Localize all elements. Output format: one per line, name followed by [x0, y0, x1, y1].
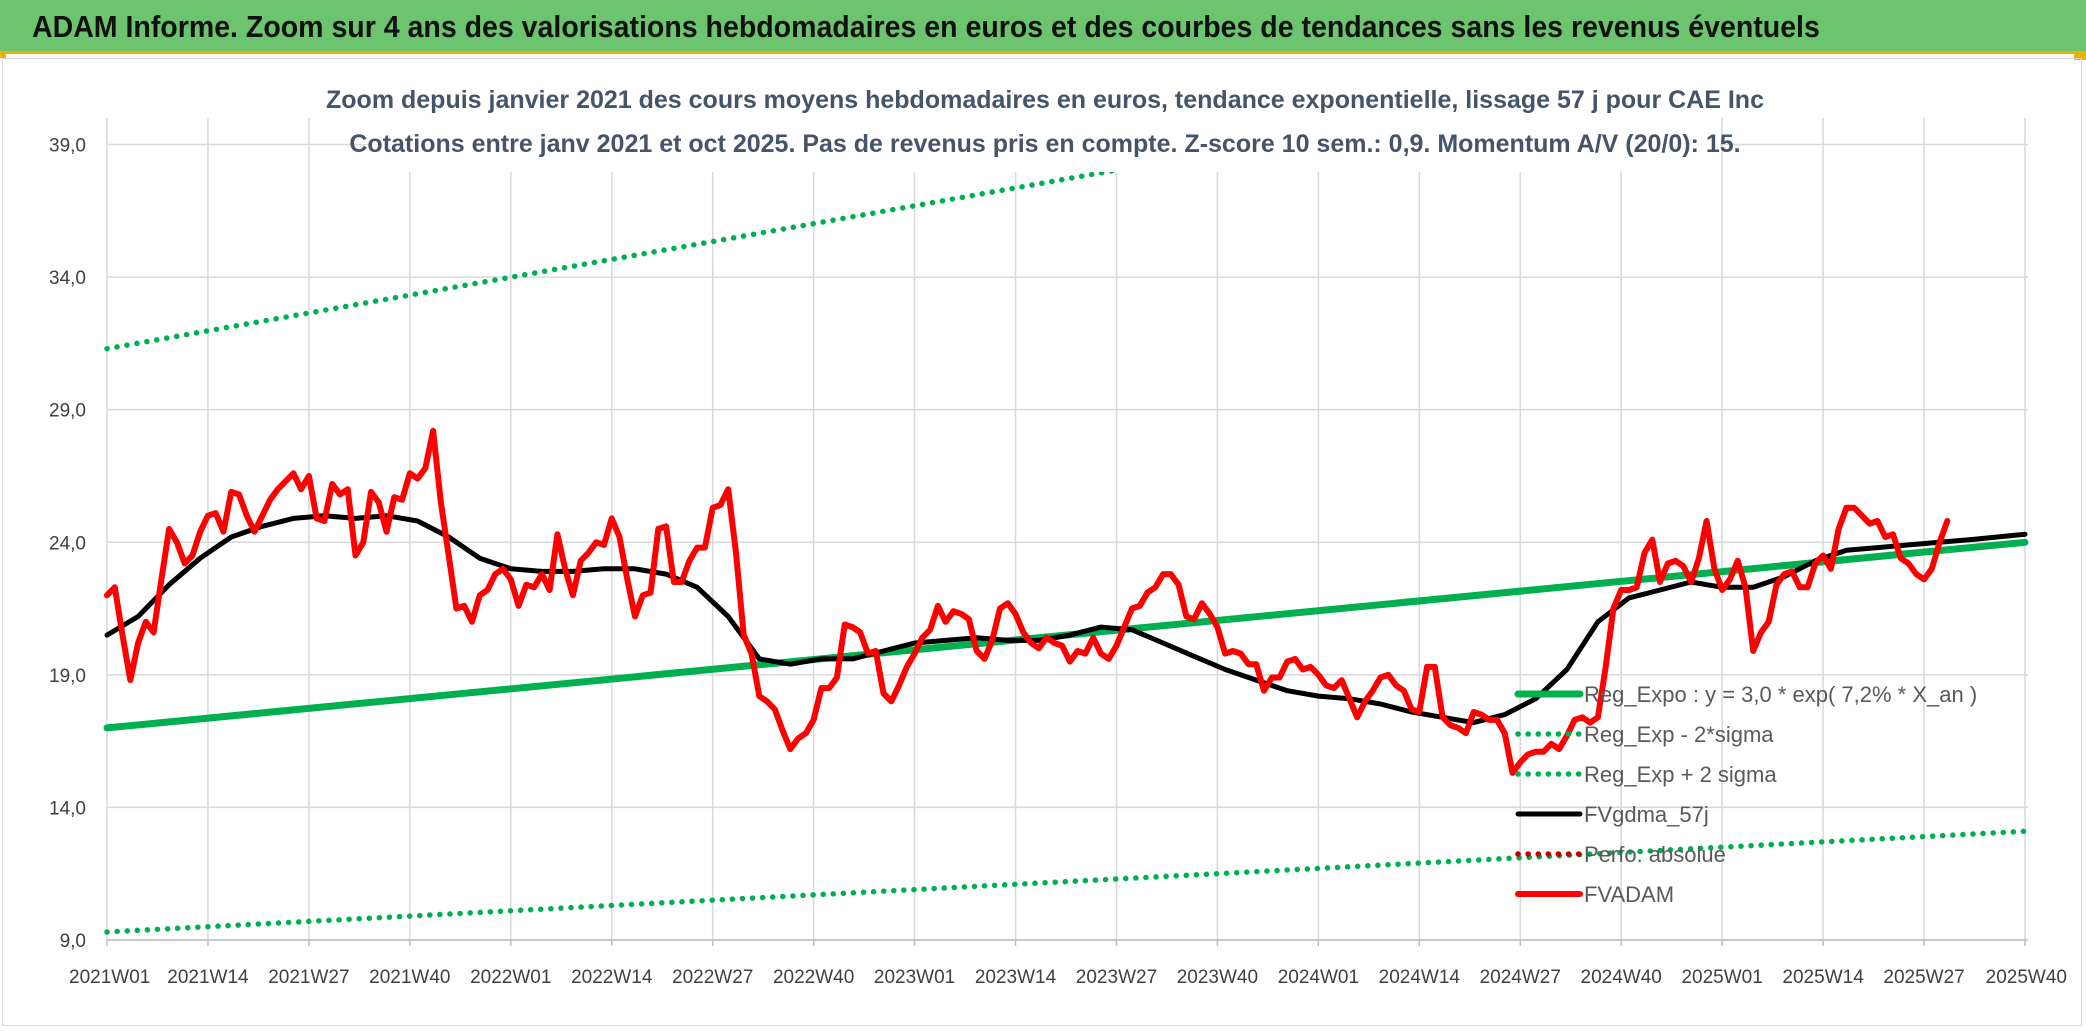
series-line-5: [104, 427, 1951, 776]
y-tick-label: 29,0: [49, 401, 86, 422]
legend-label: Reg_Expo : y = 3,0 * exp( 7,2% * X_an ): [1584, 682, 1977, 707]
chart-title-line-1: Zoom depuis janvier 2021 des cours moyen…: [326, 86, 1764, 114]
series-group: [103, 110, 2029, 935]
legend-label: Reg_Exp - 2*sigma: [1584, 722, 1774, 747]
x-tick-label: 2022W01: [470, 967, 551, 988]
x-tick-label: 2025W40: [1986, 967, 2067, 988]
x-tick-label: 2021W27: [268, 967, 349, 988]
y-tick-label: 39,0: [49, 136, 86, 157]
legend: Reg_Expo : y = 3,0 * exp( 7,2% * X_an ) R…: [1514, 682, 1977, 907]
x-tick-label: 2021W01: [69, 967, 150, 988]
chart-title-background: [370, 82, 1720, 172]
legend-label: Perfo. absolue: [1584, 842, 1726, 867]
series-line-2: [104, 110, 1472, 352]
x-tick-label: 2022W14: [571, 967, 653, 988]
x-tick-label: 2024W01: [1278, 967, 1359, 988]
x-tick-label: 2023W14: [975, 967, 1057, 988]
legend-label: FVgdma_57j: [1584, 802, 1709, 827]
y-tick-label: 14,0: [49, 798, 86, 819]
x-tick-label: 2024W14: [1379, 967, 1461, 988]
axes: 9,0 14,0 19,0 24,0 29,0 34,0 39,0 2021W01 2021W1…: [49, 136, 2067, 988]
x-tick-label: 2022W27: [672, 967, 753, 988]
title-banner: ADAM Informe. Zoom sur 4 ans des valoris…: [0, 0, 2086, 54]
y-tick-label: 9,0: [60, 931, 86, 952]
x-tick-label: 2025W27: [1883, 967, 1964, 988]
x-tick-label: 2023W27: [1076, 967, 1157, 988]
x-tick-label: 2023W40: [1177, 967, 1258, 988]
x-tick-label: 2025W01: [1681, 967, 1762, 988]
y-tick-label: 24,0: [49, 533, 86, 554]
x-tick-label: 2023W01: [874, 967, 955, 988]
banner-accent-right: [2074, 54, 2086, 60]
x-tick-label: 2025W14: [1782, 967, 1864, 988]
x-tick-label: 2024W40: [1581, 967, 1662, 988]
x-tick-label: 2024W27: [1480, 967, 1561, 988]
chart-frame: [2, 58, 2082, 1026]
series-line-3: [104, 513, 2028, 726]
legend-label: FVADAM: [1584, 882, 1674, 907]
legend-label: Reg_Exp + 2 sigma: [1584, 762, 1777, 787]
banner-accent-left: [0, 54, 6, 58]
y-tick-label: 34,0: [49, 268, 86, 289]
x-tick-label: 2021W14: [167, 967, 249, 988]
page-title: ADAM Informe. Zoom sur 4 ans des valoris…: [32, 9, 1820, 44]
x-tick-label: 2022W40: [773, 967, 854, 988]
x-tick-label: 2021W40: [369, 967, 450, 988]
chart-title-line-2: Cotations entre janv 2021 et oct 2025. P…: [349, 130, 1740, 158]
series-line-1: [104, 828, 2028, 935]
grid: [106, 118, 2028, 941]
y-tick-label: 19,0: [49, 666, 86, 687]
